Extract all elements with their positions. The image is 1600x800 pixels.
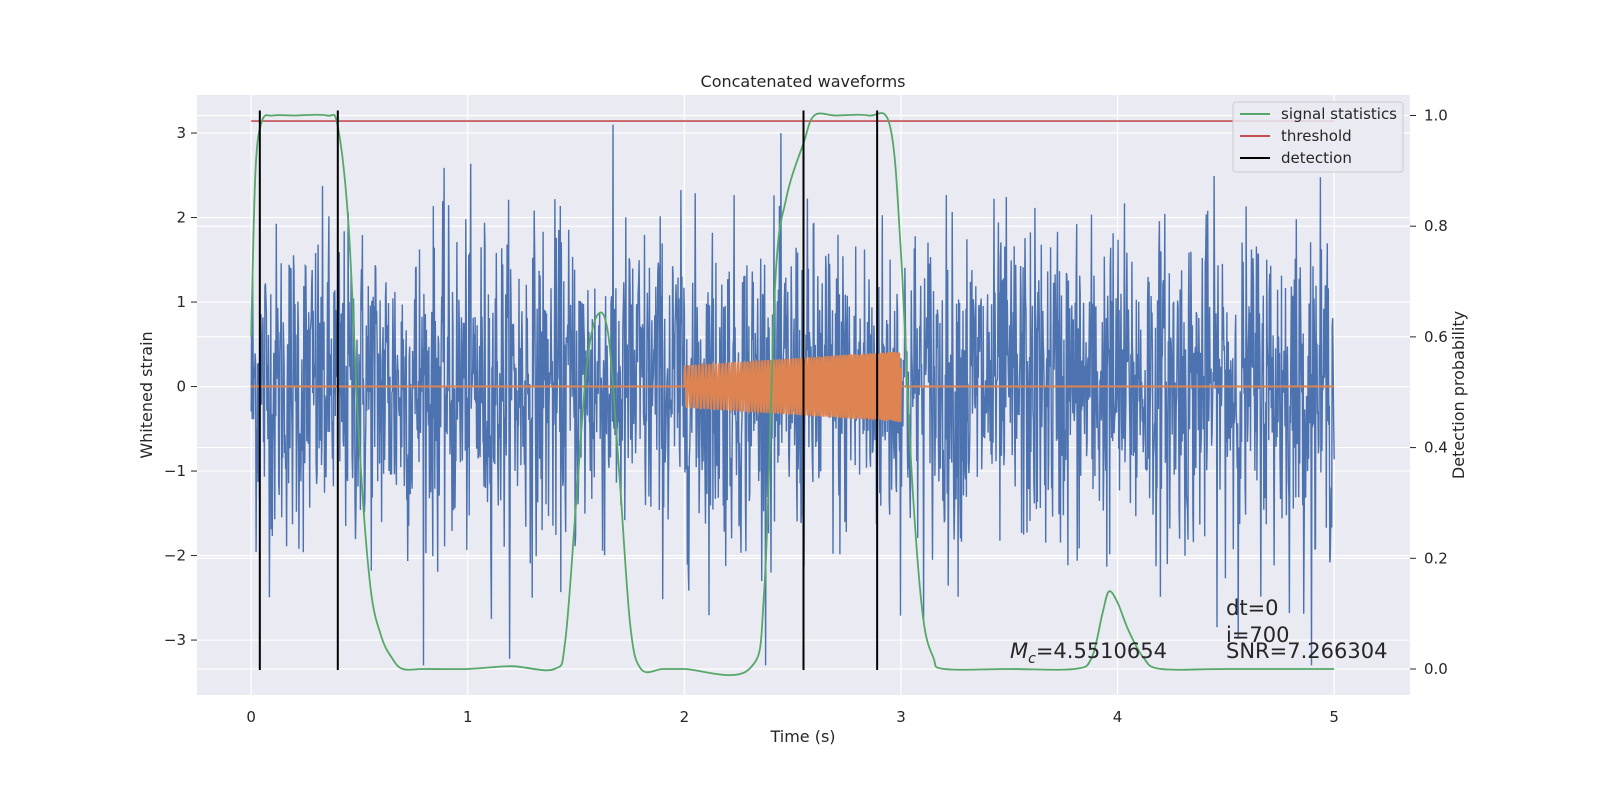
mc-symbol: M <box>1010 639 1028 663</box>
x-tick-label: 3 <box>896 708 906 726</box>
signal-statistics-series <box>250 112 1335 677</box>
data-layer <box>250 110 1335 677</box>
legend-label-detection: detection <box>1281 149 1352 167</box>
dt-annotation: dt=0 <box>1226 596 1279 620</box>
x-tick-label: 2 <box>680 708 690 726</box>
chirp-template-series <box>251 351 1335 423</box>
y-right-tick-label: 0.2 <box>1424 549 1448 567</box>
mc-subscript: c <box>1028 651 1036 667</box>
mc-annotation: Mc=4.5510654 <box>1010 639 1167 667</box>
legend-label-threshold: threshold <box>1281 127 1352 145</box>
snr-annotation: SNR=7.266304 <box>1226 639 1387 663</box>
y-tick-label: −2 <box>164 547 186 565</box>
x-tick-label: 5 <box>1329 708 1339 726</box>
legend-label-signal: signal statistics <box>1281 105 1397 123</box>
x-tick-label: 1 <box>463 708 473 726</box>
x-tick-label: 4 <box>1113 708 1123 726</box>
mc-value: =4.5510654 <box>1036 639 1167 663</box>
x-axis-label: Time (s) <box>769 727 835 746</box>
legend: signal statistics threshold detection <box>1232 101 1404 173</box>
y-tick-label: 2 <box>176 209 186 227</box>
annotations: Mc=4.5510654 dt=0 i=700 SNR=7.266304 <box>1010 596 1387 667</box>
chart-title: Concatenated waveforms <box>701 72 906 91</box>
tick-labels: 0 1 2 3 4 5 −3 −2 −1 0 1 2 3 0.0 0.2 0.4 0.6 0.8 1.0 <box>164 106 1448 726</box>
y-right-tick-label: 0.0 <box>1424 660 1448 678</box>
x-tick-label: 0 <box>246 708 256 726</box>
y-tick-label: 3 <box>176 124 186 142</box>
y-right-tick-label: 1.0 <box>1424 106 1448 124</box>
y-tick-label: −1 <box>164 462 186 480</box>
y-axis-label-right: Detection probability <box>1449 311 1468 479</box>
y-axis-label: Whitened strain <box>137 331 156 458</box>
y-tick-label: −3 <box>164 631 186 649</box>
y-tick-label: 0 <box>176 378 186 396</box>
y-right-tick-label: 0.4 <box>1424 439 1448 457</box>
y-right-tick-label: 0.6 <box>1424 328 1448 346</box>
y-right-tick-label: 0.8 <box>1424 217 1448 235</box>
i-annotation: i=700 <box>1226 623 1290 647</box>
legend-box <box>1232 101 1404 173</box>
y-tick-label: 1 <box>176 293 186 311</box>
